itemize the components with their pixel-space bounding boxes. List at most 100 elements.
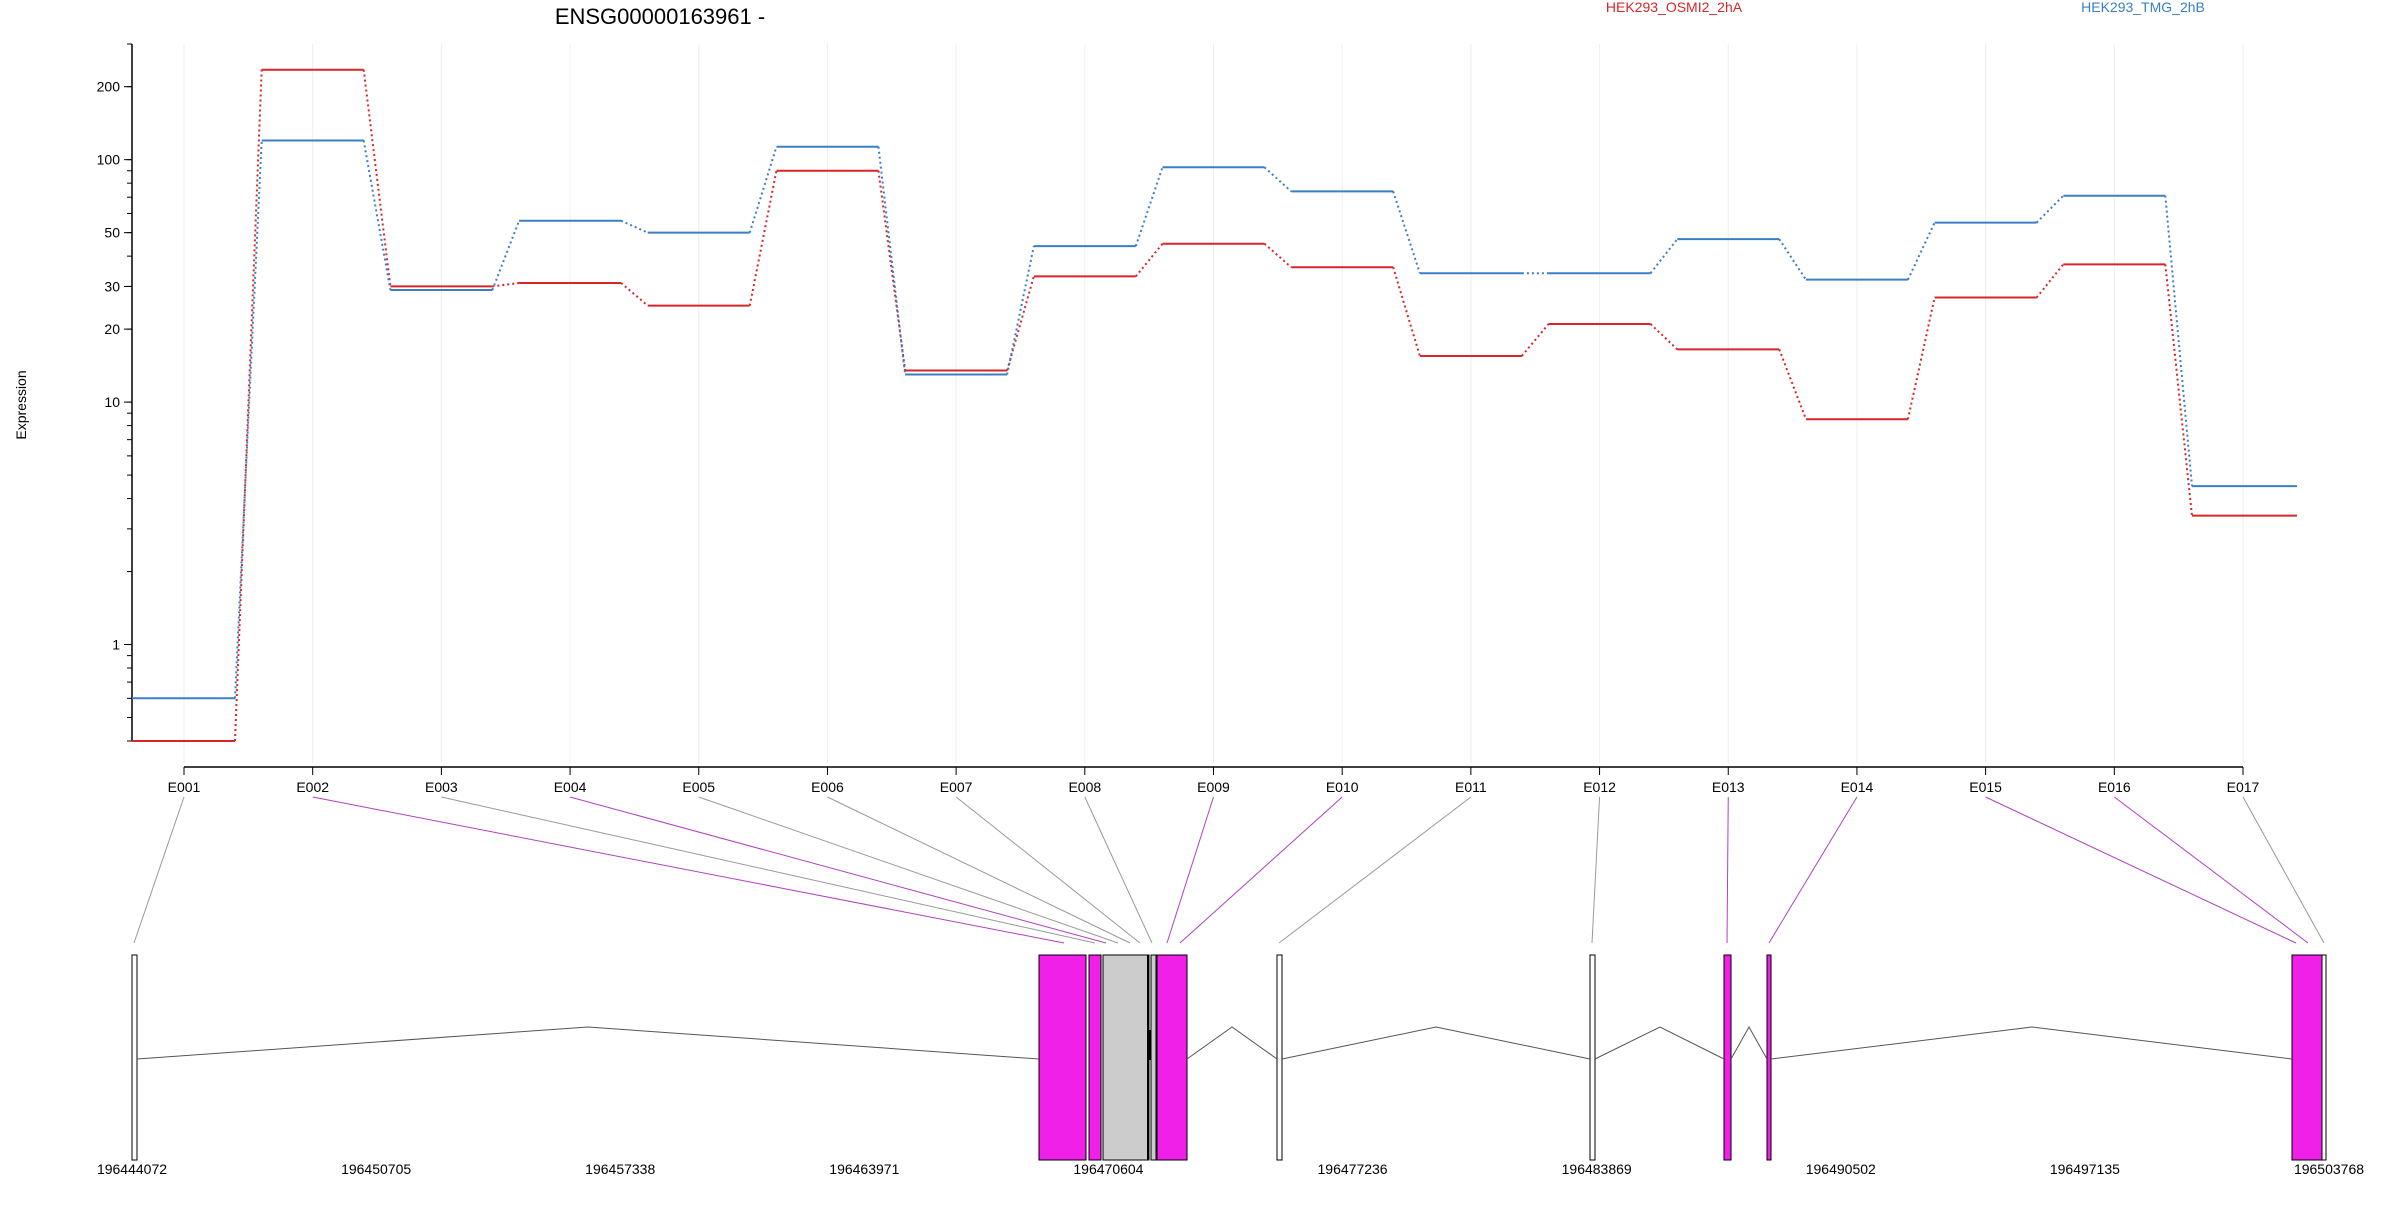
exon-block (1276, 954, 1283, 1161)
exon-link-e001 (133, 796, 185, 944)
series-1-connector (1263, 242, 1292, 268)
series-2-connector (1907, 222, 1936, 281)
exon-link-e011 (1278, 796, 1472, 944)
exon-link-e004 (569, 796, 1107, 944)
plot-area: 1 10 20 30 50 100 200 E001 E002 E003 E004 E005 E006 E… (97, 43, 2297, 795)
x-tick-label-e015: E015 (1969, 779, 2002, 795)
x-tick-label-e014: E014 (1841, 779, 1874, 795)
exon-link-e003 (441, 796, 1096, 944)
exon-link-e009 (1166, 796, 1214, 944)
series-1 (132, 68, 2297, 742)
series-2-connector (1134, 166, 1164, 247)
x-tick-label-e006: E006 (811, 779, 844, 795)
series-1-connector (1135, 243, 1164, 278)
series-2-connector (1392, 191, 1421, 274)
series-1-connector (1521, 323, 1550, 357)
coordinate-label: 196457338 (585, 1161, 655, 1177)
x-tick-label-e003: E003 (425, 779, 458, 795)
y-tick-label: 1 (112, 637, 120, 653)
exon-link-e008 (1084, 796, 1153, 944)
series-2-connector (2035, 195, 2065, 224)
x-tick-label-e005: E005 (682, 779, 715, 795)
series-1-connector (748, 170, 778, 306)
series-2-connector (234, 140, 263, 699)
exon-link-e012 (1591, 796, 1601, 944)
x-tick-label-e011: E011 (1455, 779, 1487, 795)
exon-link-e017 (2242, 796, 2325, 944)
x-tick-label-e001: E001 (168, 779, 201, 795)
x-tick-label-e017: E017 (2227, 779, 2260, 795)
x-tick-label-e012: E012 (1583, 779, 1616, 795)
x-tick-label-e008: E008 (1068, 779, 1101, 795)
series-1-connector (1906, 297, 1936, 420)
y-tick-label: 30 (104, 278, 120, 294)
series-2-connector (1778, 238, 1807, 281)
chart-title: ENSG00000163961 - (555, 4, 765, 29)
coordinate-label: 196503768 (2294, 1161, 2364, 1177)
coordinate-label: 196450705 (341, 1161, 411, 1177)
gene-model: 196444072 196450705 196457338 196463971 1964… (97, 796, 2364, 1177)
intron-line (1730, 1025, 1768, 1060)
series-1-connector (1392, 266, 1421, 357)
coordinate-label: 196477236 (1318, 1161, 1388, 1177)
coordinate-label: 196463971 (829, 1161, 899, 1177)
exon-block (2321, 954, 2327, 1161)
series-2-connector (1006, 245, 1035, 375)
exon-block (1102, 954, 1150, 1161)
y-axis-label: Expression (13, 370, 29, 439)
exon-block (1589, 954, 1596, 1161)
exon-block (1088, 954, 1102, 1161)
exon-block (1723, 954, 1732, 1161)
exon-link-e007 (955, 796, 1141, 944)
y-tick-label: 10 (104, 394, 120, 410)
series-1-connector (2164, 264, 2193, 516)
x-tick-label-e010: E010 (1326, 779, 1359, 795)
series-2-connector (620, 219, 649, 234)
series-1-connector (234, 69, 263, 742)
intron-line (136, 1026, 1040, 1060)
series-2 (132, 139, 2297, 700)
series-1-connector (492, 281, 520, 288)
exon-block (1038, 954, 1087, 1161)
series-1-connector (2035, 263, 2065, 299)
x-tick-label-e009: E009 (1197, 779, 1230, 795)
y-tick-label: 50 (104, 225, 120, 241)
exon-link-e015 (1985, 796, 2297, 944)
exon-link-e014 (1768, 796, 1858, 944)
legend-label-series-2: HEK293_TMG_2hB (2081, 0, 2205, 15)
exon-link-e006 (827, 796, 1131, 944)
coordinate-label: 196483869 (1562, 1161, 1632, 1177)
y-tick-label: 100 (97, 152, 121, 168)
x-tick-label-e002: E002 (296, 779, 329, 795)
intron-line (1770, 1026, 2293, 1060)
series-1-connector (1006, 276, 1035, 371)
series-2-connector (1649, 238, 1679, 274)
exon-link-e016 (2114, 796, 2309, 944)
series-1-connector (877, 170, 907, 371)
exon-link-e002 (312, 796, 1065, 944)
coordinate-label: 196490502 (1806, 1161, 1876, 1177)
exon-block (2291, 954, 2325, 1161)
series-2-connector (491, 220, 520, 291)
intron-line (1281, 1026, 1591, 1060)
intron-line (1594, 1026, 1725, 1060)
exon-block (131, 954, 138, 1161)
coordinate-label: 196497135 (2050, 1161, 2120, 1177)
exon-block (1150, 954, 1157, 1161)
series-1-connector (1778, 349, 1807, 420)
series-2-connector (2164, 195, 2193, 487)
legend-label-series-1: HEK293_OSMI2_2hA (1606, 0, 1743, 15)
series-2-connector (362, 140, 392, 291)
x-tick-label-e016: E016 (2098, 779, 2131, 795)
exon-link-e005 (698, 796, 1119, 944)
coordinate-label: 196444072 (97, 1161, 167, 1177)
exon-link-e010 (1179, 796, 1343, 944)
series-1-connector (620, 282, 649, 307)
x-tick-label-e004: E004 (554, 779, 587, 795)
y-tick-label: 20 (104, 321, 120, 337)
x-tick-label-e013: E013 (1712, 779, 1745, 795)
series-1-connector (362, 69, 392, 287)
y-tick-label: 200 (97, 79, 121, 95)
